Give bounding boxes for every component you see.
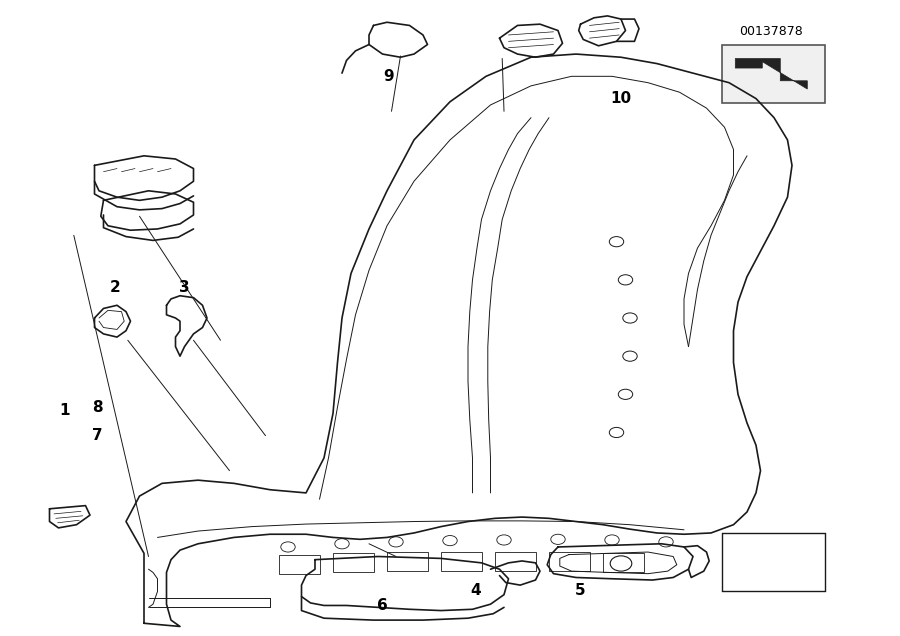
Text: 10: 10	[610, 91, 632, 106]
Text: 3: 3	[179, 280, 190, 295]
Text: 6: 6	[377, 598, 388, 613]
Text: 00137878: 00137878	[740, 25, 803, 38]
Text: 9: 9	[383, 69, 394, 84]
Text: 2: 2	[110, 280, 121, 295]
Bar	[603, 553, 643, 572]
Bar	[549, 552, 590, 571]
Bar	[495, 552, 536, 571]
Bar	[279, 555, 320, 574]
Text: 1: 1	[59, 403, 70, 418]
Text: 8: 8	[92, 399, 103, 415]
Text: 4: 4	[470, 583, 481, 598]
Text: 7: 7	[92, 428, 103, 443]
Text: 5: 5	[575, 583, 586, 598]
Polygon shape	[735, 59, 807, 89]
Bar	[333, 553, 374, 572]
Bar	[387, 552, 428, 571]
Bar	[441, 552, 482, 571]
Bar	[722, 45, 825, 103]
